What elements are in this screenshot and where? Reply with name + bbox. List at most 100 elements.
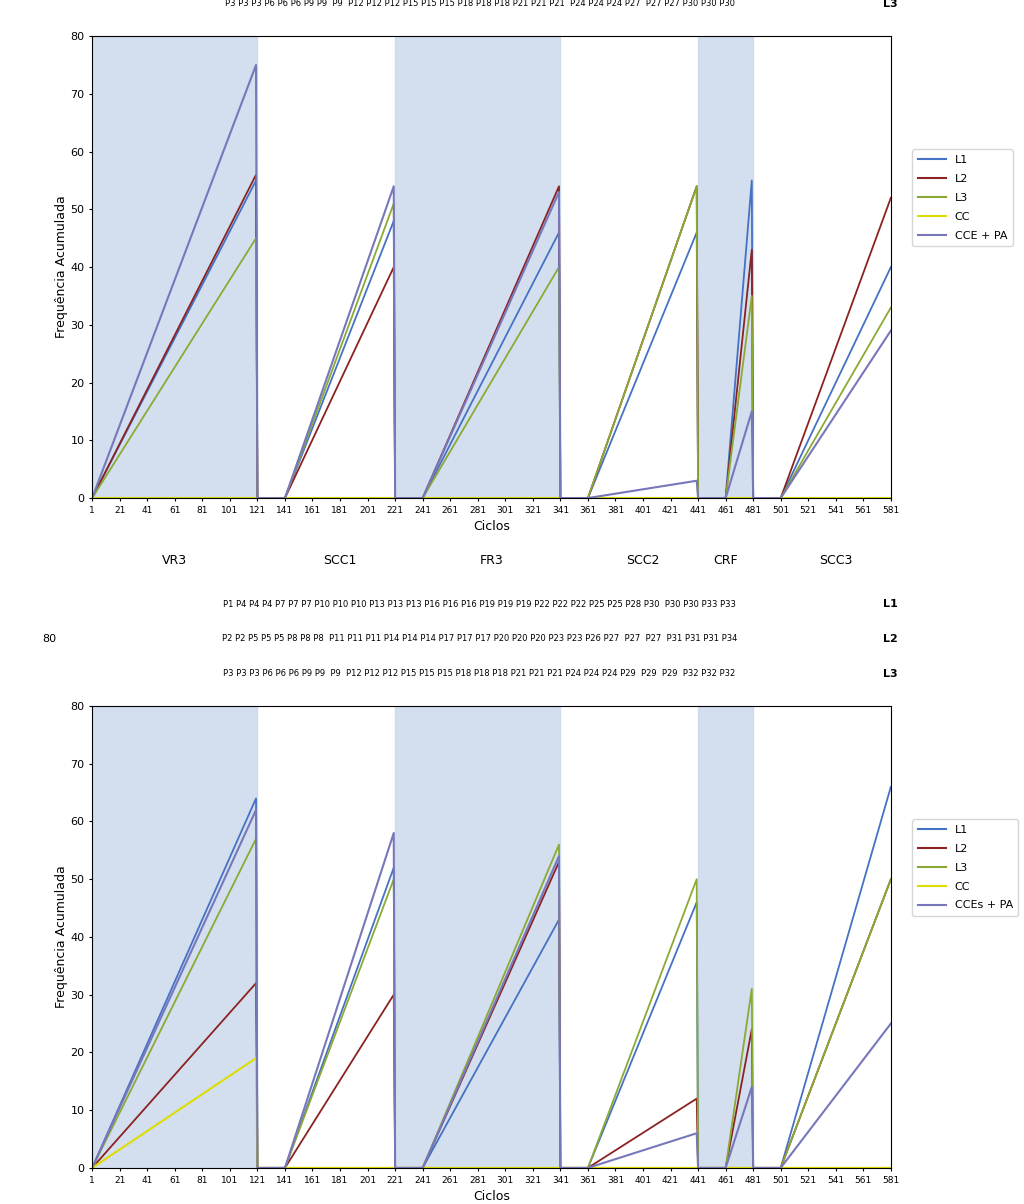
L2 bbox=[345, 350, 357, 365]
CCEs + PA bbox=[640, 1143, 652, 1157]
CCEs + PA bbox=[86, 1161, 98, 1175]
L3 bbox=[94, 1144, 106, 1158]
Text: SCC3: SCC3 bbox=[819, 554, 853, 567]
CC bbox=[640, 1161, 652, 1175]
L3 bbox=[640, 1008, 652, 1022]
Text: SCC1: SCC1 bbox=[324, 554, 356, 567]
Text: L3: L3 bbox=[883, 668, 897, 679]
Line: L3: L3 bbox=[92, 839, 891, 1168]
L2 bbox=[94, 1151, 106, 1165]
CCEs + PA bbox=[94, 1143, 106, 1157]
Text: P1 P4 P4 P4 P7 P7 P7 P10 P10 P10 P13 P13 P13 P16 P16 P16 P19 P19 P19 P22 P22 P22: P1 P4 P4 P4 P7 P7 P7 P10 P10 P10 P13 P13… bbox=[223, 600, 736, 609]
L1 bbox=[97, 470, 110, 484]
L2 bbox=[514, 267, 526, 282]
L3 bbox=[345, 985, 357, 999]
Bar bbox=[395, 36, 560, 498]
Text: L3: L3 bbox=[883, 0, 897, 8]
CC bbox=[494, 1161, 506, 1175]
CCE + PA bbox=[97, 461, 110, 476]
L3 bbox=[513, 327, 525, 342]
CCEs + PA bbox=[885, 1016, 897, 1031]
X-axis label: Ciclos: Ciclos bbox=[473, 520, 510, 533]
Line: CCE + PA: CCE + PA bbox=[92, 65, 891, 498]
L3 bbox=[86, 491, 98, 506]
L3 bbox=[97, 473, 110, 488]
L1 bbox=[86, 1161, 98, 1175]
Text: 80: 80 bbox=[42, 635, 56, 644]
CC bbox=[250, 1051, 262, 1066]
L2 bbox=[97, 1149, 110, 1163]
L2 bbox=[553, 855, 565, 869]
L3 bbox=[514, 928, 526, 943]
L2 bbox=[86, 1161, 98, 1175]
Bar bbox=[395, 706, 560, 1168]
CC bbox=[97, 491, 110, 506]
CCE + PA bbox=[250, 58, 262, 72]
L2 bbox=[640, 1123, 652, 1138]
Legend: L1, L2, L3, CC, CCEs + PA: L1, L2, L3, CC, CCEs + PA bbox=[912, 819, 1019, 916]
CC bbox=[638, 491, 650, 506]
L1 bbox=[250, 173, 262, 188]
Text: L1: L1 bbox=[883, 600, 898, 609]
L3 bbox=[885, 872, 897, 886]
L1 bbox=[640, 349, 652, 364]
CC bbox=[493, 491, 505, 506]
CCE + PA bbox=[514, 271, 526, 285]
L2 bbox=[343, 1057, 355, 1072]
L3 bbox=[94, 478, 106, 492]
CC bbox=[94, 1155, 106, 1169]
L1 bbox=[345, 323, 357, 337]
L1 bbox=[885, 779, 897, 793]
L1 bbox=[493, 1022, 505, 1037]
L3 bbox=[250, 832, 262, 846]
Line: L3: L3 bbox=[92, 187, 891, 498]
L1 bbox=[514, 300, 526, 314]
L2 bbox=[493, 991, 505, 1005]
Bar bbox=[92, 36, 257, 498]
Text: P3 P3 P3 P6 P6 P6 P9 P9  P9  P12 P12 P12 P15 P15 P15 P18 P18 P18 P21 P21 P21 P24: P3 P3 P3 P6 P6 P6 P9 P9 P9 P12 P12 P12 P… bbox=[223, 669, 735, 678]
CCEs + PA bbox=[250, 803, 262, 818]
CC bbox=[513, 491, 525, 506]
Bar bbox=[698, 36, 754, 498]
Bar bbox=[92, 706, 257, 1168]
L3 bbox=[86, 1161, 98, 1175]
L2 bbox=[250, 167, 262, 182]
CC bbox=[885, 491, 897, 506]
Text: SCC2: SCC2 bbox=[627, 554, 659, 567]
Text: P3 P3 P3 P6 P6 P6 P9 P9  P9  P12 P12 P12 P15 P15 P15 P18 P18 P18 P21 P21 P21  P2: P3 P3 P3 P6 P6 P6 P9 P9 P9 P12 P12 P12 P… bbox=[224, 0, 734, 8]
Line: L2: L2 bbox=[92, 175, 891, 498]
CCEs + PA bbox=[494, 985, 506, 999]
L3 bbox=[494, 978, 506, 992]
Text: FR3: FR3 bbox=[479, 554, 504, 567]
L1 bbox=[885, 260, 897, 275]
L1 bbox=[86, 491, 98, 506]
L3 bbox=[638, 329, 650, 343]
CCEs + PA bbox=[97, 1137, 110, 1151]
L3 bbox=[885, 300, 897, 314]
L1 bbox=[94, 1143, 106, 1157]
L2 bbox=[513, 944, 525, 958]
CC bbox=[514, 1161, 526, 1175]
CCEs + PA bbox=[514, 937, 526, 951]
L2 bbox=[885, 190, 897, 205]
Line: CC: CC bbox=[92, 1058, 891, 1168]
L3 bbox=[493, 362, 505, 377]
L1 bbox=[638, 1023, 650, 1038]
Line: CCEs + PA: CCEs + PA bbox=[92, 810, 891, 1168]
CC bbox=[345, 1161, 357, 1175]
Text: P2 P2 P5 P5 P5 P8 P8 P8  P11 P11 P11 P14 P14 P14 P17 P17 P17 P20 P20 P20 P23 P23: P2 P2 P5 P5 P5 P8 P8 P8 P11 P11 P11 P14 … bbox=[222, 635, 737, 643]
CCE + PA bbox=[640, 482, 652, 496]
L2 bbox=[97, 470, 110, 484]
Y-axis label: Frequência Acumulada: Frequência Acumulada bbox=[54, 196, 68, 338]
L3 bbox=[97, 1139, 110, 1153]
Text: L2: L2 bbox=[883, 635, 898, 644]
X-axis label: Ciclos: Ciclos bbox=[473, 1190, 510, 1203]
L3 bbox=[343, 315, 355, 330]
CC bbox=[885, 1161, 897, 1175]
L2 bbox=[86, 491, 98, 506]
CCEs + PA bbox=[345, 957, 357, 972]
CCE + PA bbox=[94, 470, 106, 484]
CCE + PA bbox=[885, 324, 897, 338]
Legend: L1, L2, L3, CC, CCE + PA: L1, L2, L3, CC, CCE + PA bbox=[912, 149, 1013, 246]
CC bbox=[86, 491, 98, 506]
